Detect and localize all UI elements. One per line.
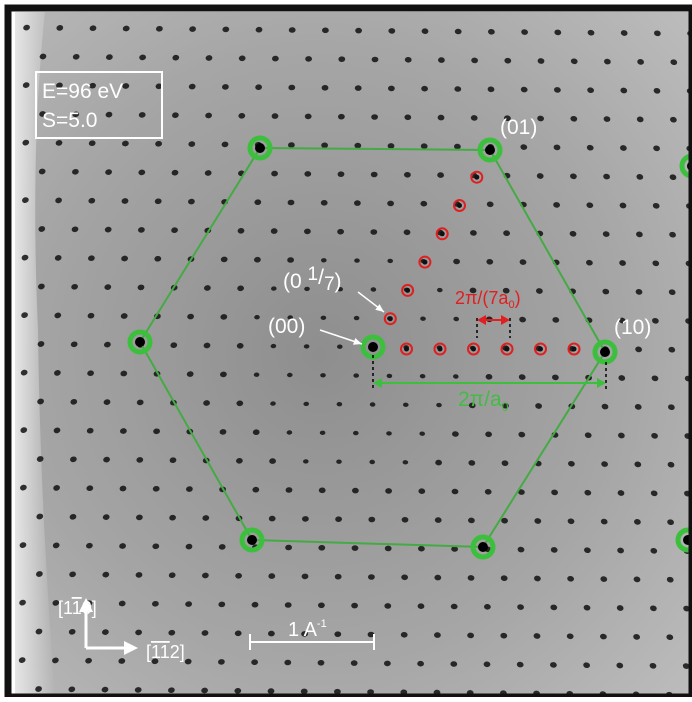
spot-label: (10)	[614, 316, 651, 339]
spot-core	[405, 288, 410, 293]
spot	[354, 258, 360, 262]
spot-core	[247, 535, 257, 545]
part: -1	[317, 618, 327, 630]
spot-core	[474, 175, 479, 180]
spacing-label: 2π/a0	[458, 388, 509, 414]
spot-core	[368, 342, 378, 352]
spot	[351, 603, 358, 609]
spot	[354, 316, 360, 320]
part: 1	[72, 598, 82, 618]
spot-label: (01)	[500, 116, 537, 139]
part: 0	[502, 400, 509, 414]
spot	[352, 545, 359, 551]
part: 1	[308, 264, 319, 285]
part: )	[515, 288, 521, 308]
page: E=96 eV S=5.0 (01) (00) (10) (0 1/7) 2π/…	[0, 0, 692, 702]
spot	[352, 488, 359, 494]
direction-label: [112]	[146, 642, 185, 662]
spot-core	[438, 347, 443, 352]
spot	[354, 200, 361, 206]
spot-label: (00)	[268, 315, 305, 338]
energy-label: E=96 eV	[42, 80, 123, 103]
part: (0	[283, 270, 308, 293]
spot-core	[135, 337, 145, 347]
spot-core	[440, 231, 445, 236]
leed-image: E=96 eV S=5.0 (01) (00) (10) (0 1/7) 2π/…	[0, 0, 692, 697]
spot-core	[572, 347, 577, 352]
part: 2]	[170, 642, 185, 662]
spot-core	[478, 542, 488, 552]
spot	[355, 28, 362, 34]
part: 7	[324, 274, 335, 295]
spot	[353, 373, 359, 377]
part: )	[335, 270, 342, 293]
spot-core	[255, 143, 265, 153]
spot-core	[505, 347, 510, 352]
scale-label: S=5.0	[42, 109, 97, 132]
part: 2π/a	[458, 388, 502, 411]
spot-core	[404, 347, 409, 352]
part: 2π/(7a	[455, 288, 509, 308]
spot-core	[422, 260, 427, 265]
background	[15, 12, 692, 697]
spot-core	[388, 316, 393, 321]
spot-core	[538, 347, 543, 352]
part: 1 A	[288, 619, 318, 641]
spot-core	[471, 347, 476, 352]
spot	[355, 85, 362, 91]
spot-core	[600, 347, 610, 357]
spot-core	[457, 203, 462, 208]
part: 11	[151, 642, 170, 662]
spot	[353, 431, 359, 435]
spot	[354, 143, 361, 149]
spot	[351, 660, 358, 666]
spot-core	[485, 145, 495, 155]
